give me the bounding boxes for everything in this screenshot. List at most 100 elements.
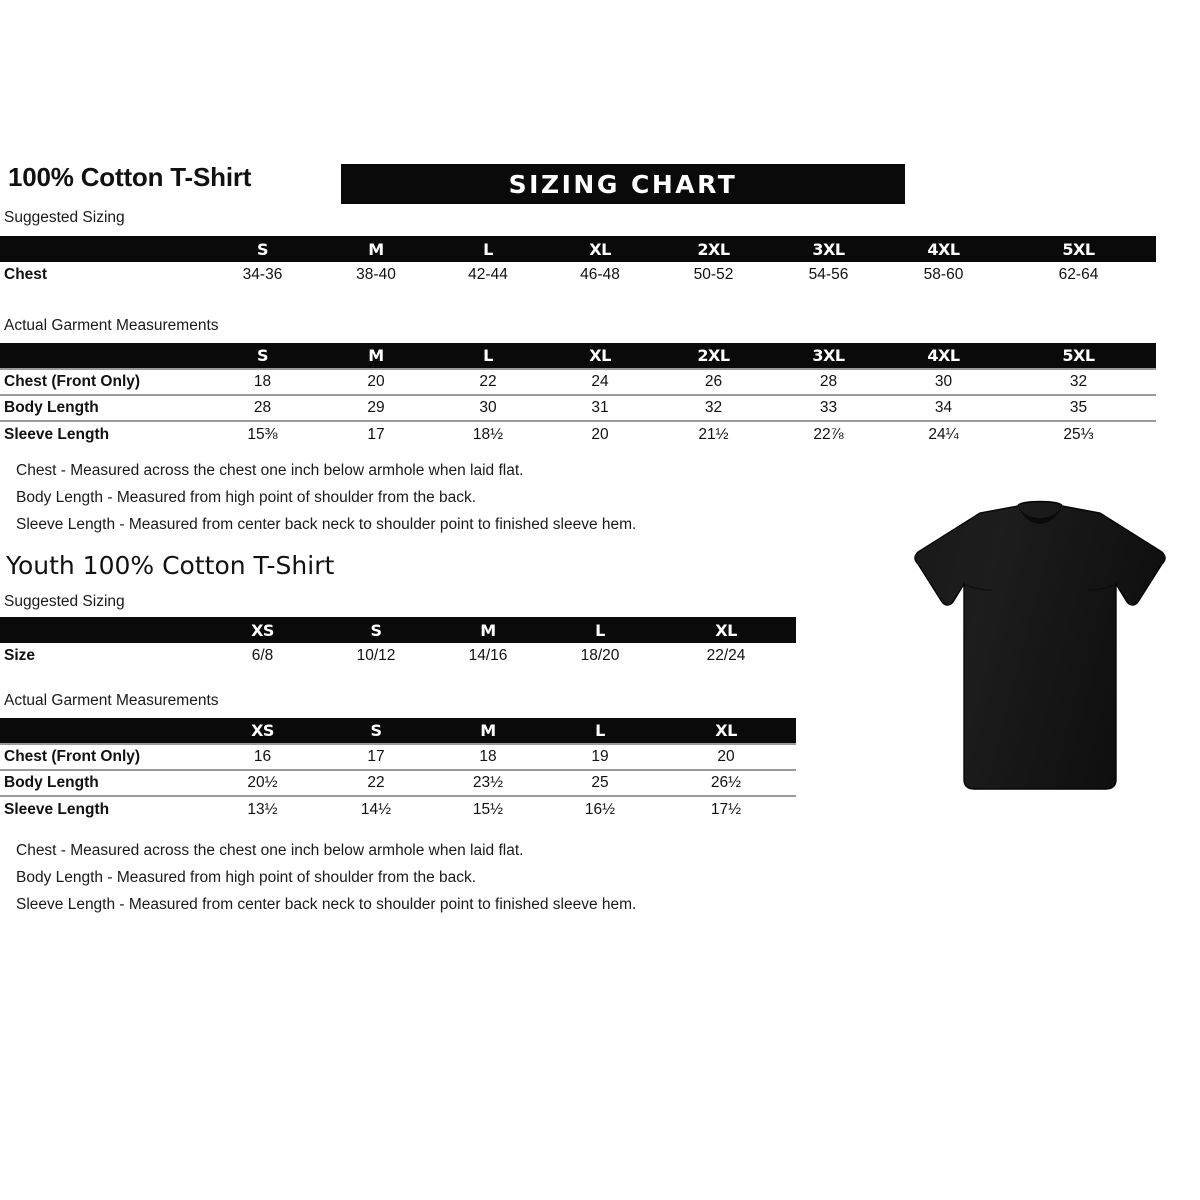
table-header-row: XS S M L XL [0,617,796,643]
cell-chest-m: 38-40 [356,266,396,283]
cell-chestfront-l: 22 [432,368,544,395]
adult-actual-measurements-table: S M L XL 2XL 3XL 4XL 5XL Chest (Front On… [0,343,1156,447]
cell-bodylength-4xl: 34 [886,394,1001,421]
cell-sleevelength-s: 14½ [320,795,432,822]
note-body-length: Body Length - Measured from high point o… [16,489,477,506]
table-row: Body Length 20½ 22 23½ 25 26½ [0,769,796,796]
cell-sleevelength-m: 15½ [432,795,544,822]
col-header-m: M [368,346,384,365]
sizing-chart-banner-label: SIZING CHART [508,169,738,199]
col-header-blank [0,617,205,643]
table-row: Chest (Front Only) 18 20 22 24 26 28 30 … [0,368,1156,395]
cell-sleevelength-m: 17 [320,420,432,447]
youth-section-title: Youth 100% Cotton T-Shirt [6,551,335,580]
cell-bodylength-l: 30 [432,394,544,421]
col-header-xs: XS [251,721,274,740]
row-label-body-length: Body Length [0,769,205,796]
row-label-sleeve-length: Sleeve Length [0,420,205,447]
col-header-2xl: 2XL [697,346,730,365]
note-body-length: Body Length - Measured from high point o… [16,869,477,886]
table-header-row: S M L XL 2XL 3XL 4XL 5XL [0,343,1156,369]
black-tshirt-photo [900,480,1180,810]
cell-chestfront-xl: 20 [656,743,796,770]
cell-chestfront-xs: 16 [205,743,320,770]
note-chest: Chest - Measured across the chest one in… [16,462,524,479]
cell-size-xl: 22/24 [706,647,746,664]
table-row: Body Length 28 29 30 31 32 33 34 35 [0,394,1156,421]
youth-suggested-sizing-table: XS S M L XL Size 6/8 10/12 14/16 18/20 2… [0,617,796,669]
cell-bodylength-m: 23½ [432,769,544,796]
youth-measurement-notes: Chest - Measured across the chest one in… [16,837,636,918]
cell-chest-l: 42-44 [468,266,508,283]
col-header-l: L [595,620,605,640]
col-header-m: M [480,721,496,740]
cell-sleevelength-4xl: 24¼ [886,420,1001,447]
cell-chestfront-2xl: 26 [656,368,771,395]
youth-actual-measurements-caption: Actual Garment Measurements [4,692,219,709]
cell-chestfront-m: 18 [432,743,544,770]
cell-sleevelength-xl: 17½ [656,795,796,822]
note-sleeve-length: Sleeve Length - Measured from center bac… [16,516,637,533]
cell-size-xs: 6/8 [251,647,274,664]
cell-chestfront-xl: 24 [544,368,656,395]
cell-chestfront-l: 19 [544,743,656,770]
col-header-xs: XS [251,620,274,640]
cell-sleevelength-l: 18½ [432,420,544,447]
sizing-chart-banner: SIZING CHART [341,164,905,204]
cell-sleevelength-2xl: 21½ [656,420,771,447]
row-label-sleeve-length: Sleeve Length [0,795,205,822]
cell-sleevelength-s: 15⅜ [205,420,320,447]
cell-bodylength-5xl: 35 [1001,394,1156,421]
table-row: Chest 34-36 38-40 42-44 46-48 50-52 54-5… [0,262,1156,288]
cell-bodylength-s: 22 [320,769,432,796]
col-header-m: M [480,620,496,640]
cell-bodylength-s: 28 [205,394,320,421]
col-header-xl: XL [715,620,737,640]
col-header-s: S [256,346,269,365]
adult-actual-measurements-caption: Actual Garment Measurements [4,317,219,334]
cell-size-l: 18/20 [580,647,620,664]
col-header-l: L [483,346,493,365]
col-header-s: S [370,620,382,640]
cell-chest-4xl: 58-60 [923,266,964,283]
cell-chest-xl: 46-48 [580,266,620,283]
col-header-4xl: 4XL [927,346,960,365]
cell-bodylength-xl: 31 [544,394,656,421]
cell-sleevelength-3xl: 22⅞ [771,420,886,447]
cell-bodylength-2xl: 32 [656,394,771,421]
col-header-xl: XL [589,239,611,259]
cell-sleevelength-xs: 13½ [205,795,320,822]
row-label-chest: Chest [4,266,48,283]
cell-sleevelength-xl: 20 [544,420,656,447]
table-row: Sleeve Length 15⅜ 17 18½ 20 21½ 22⅞ 24¼ … [0,420,1156,447]
note-sleeve-length: Sleeve Length - Measured from center bac… [16,896,637,913]
page-title: 100% Cotton T-Shirt [8,162,252,192]
col-header-5xl: 5XL [1062,346,1095,365]
cell-chest-5xl: 62-64 [1058,266,1099,283]
cell-chestfront-4xl: 30 [886,368,1001,395]
cell-bodylength-m: 29 [320,394,432,421]
adult-measurement-notes: Chest - Measured across the chest one in… [16,457,636,538]
cell-bodylength-l: 25 [544,769,656,796]
table-row: Chest (Front Only) 16 17 18 19 20 [0,743,796,770]
cell-chest-3xl: 54-56 [808,266,849,283]
col-header-3xl: 3XL [812,346,845,365]
youth-actual-measurements-table: XS S M L XL Chest (Front Only) 16 17 18 … [0,718,796,822]
col-header-l: L [595,721,605,740]
row-label-chest-front-only: Chest (Front Only) [0,743,205,770]
cell-sleevelength-5xl: 25⅓ [1001,420,1156,447]
col-header-blank [0,236,205,262]
col-header-s: S [370,721,382,740]
col-header-3xl: 3XL [812,239,845,259]
col-header-5xl: 5XL [1062,239,1095,259]
cell-sleevelength-l: 16½ [544,795,656,822]
cell-chestfront-s: 17 [320,743,432,770]
row-label-size: Size [4,647,36,664]
cell-size-s: 10/12 [356,647,396,664]
cell-chestfront-5xl: 32 [1001,368,1156,395]
table-row: Sleeve Length 13½ 14½ 15½ 16½ 17½ [0,795,796,822]
col-header-blank [0,343,205,369]
chart-header: 100% Cotton T-Shirt SIZING CHART [0,162,1200,206]
row-label-body-length: Body Length [0,394,205,421]
col-header-2xl: 2XL [697,239,730,259]
